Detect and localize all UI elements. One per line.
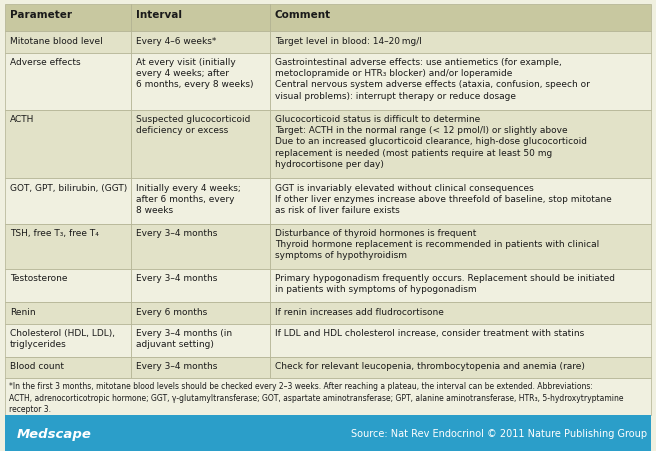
Bar [270,5,651,32]
Text: *In the first 3 months, mitotane blood levels should be checked every 2–3 weeks.: *In the first 3 months, mitotane blood l… [9,382,623,413]
Bar [270,54,651,110]
Text: Every 3–4 months: Every 3–4 months [136,229,217,238]
Text: Every 3–4 months (in
adjuvant setting): Every 3–4 months (in adjuvant setting) [136,328,232,349]
Bar [131,32,270,54]
Bar [270,324,651,357]
Text: GOT, GPT, bilirubin, (GGT): GOT, GPT, bilirubin, (GGT) [10,184,127,193]
Bar [270,302,651,324]
Text: TSH, free T₃, free T₄: TSH, free T₃, free T₄ [10,229,99,238]
Bar [5,224,131,269]
Text: Check for relevant leucopenia, thrombocytopenia and anemia (rare): Check for relevant leucopenia, thrombocy… [275,362,584,371]
Bar [5,54,131,110]
Bar [131,302,270,324]
Bar [131,110,270,179]
Bar [5,269,131,302]
Bar [270,179,651,224]
Text: Primary hypogonadism frequently occurs. Replacement should be initiated
in patie: Primary hypogonadism frequently occurs. … [275,274,615,294]
Text: Gastrointestinal adverse effects: use antiemetics (for example,
metoclopramide o: Gastrointestinal adverse effects: use an… [275,58,590,100]
Bar [270,357,651,378]
Bar [131,357,270,378]
Text: Medscape: Medscape [17,427,92,440]
Bar [5,5,131,32]
Bar [131,324,270,357]
Text: If LDL and HDL cholesterol increase, consider treatment with statins: If LDL and HDL cholesterol increase, con… [275,328,584,337]
Text: Every 4–6 weeks*: Every 4–6 weeks* [136,37,216,46]
Text: Comment: Comment [275,9,331,19]
Bar [270,224,651,269]
Text: Disturbance of thyroid hormones is frequent
Thyroid hormone replacement is recom: Disturbance of thyroid hormones is frequ… [275,229,599,260]
Bar [5,179,131,224]
Bar [270,110,651,179]
Text: Glucocorticoid status is difficult to determine
Target: ACTH in the normal range: Glucocorticoid status is difficult to de… [275,115,587,168]
Text: Renin: Renin [10,307,35,316]
Bar [5,324,131,357]
Text: Testosterone: Testosterone [10,274,68,283]
Bar [131,54,270,110]
Bar [270,269,651,302]
Bar [5,32,131,54]
Text: GGT is invariably elevated without clinical consequences
If other liver enzymes : GGT is invariably elevated without clini… [275,184,611,215]
Bar [5,378,651,415]
Text: Initially every 4 weeks;
after 6 months, every
8 weeks: Initially every 4 weeks; after 6 months,… [136,184,241,215]
Bar [131,5,270,32]
Text: Mitotane blood level: Mitotane blood level [10,37,103,46]
Text: Every 6 months: Every 6 months [136,307,207,316]
Text: Blood count: Blood count [10,362,64,371]
Bar [270,32,651,54]
Text: Adverse effects: Adverse effects [10,58,81,67]
Bar [131,179,270,224]
Text: Source: Nat Rev Endocrinol © 2011 Nature Publishing Group: Source: Nat Rev Endocrinol © 2011 Nature… [351,428,647,438]
Bar [5,110,131,179]
Bar [131,224,270,269]
Text: Interval: Interval [136,9,182,19]
Bar [5,415,651,451]
Text: Every 3–4 months: Every 3–4 months [136,274,217,283]
Bar [5,302,131,324]
Text: Parameter: Parameter [10,9,72,19]
Bar [5,357,131,378]
Bar [131,269,270,302]
Text: Target level in blood: 14–20 mg/l: Target level in blood: 14–20 mg/l [275,37,422,46]
Text: ACTH: ACTH [10,115,34,124]
Text: If renin increases add fludrocortisone: If renin increases add fludrocortisone [275,307,443,316]
Text: Every 3–4 months: Every 3–4 months [136,362,217,371]
Text: Cholesterol (HDL, LDL),
triglycerides: Cholesterol (HDL, LDL), triglycerides [10,328,115,349]
Text: Suspected glucocorticoid
deficiency or excess: Suspected glucocorticoid deficiency or e… [136,115,251,135]
Text: At every visit (initially
every 4 weeks; after
6 months, every 8 weeks): At every visit (initially every 4 weeks;… [136,58,253,89]
